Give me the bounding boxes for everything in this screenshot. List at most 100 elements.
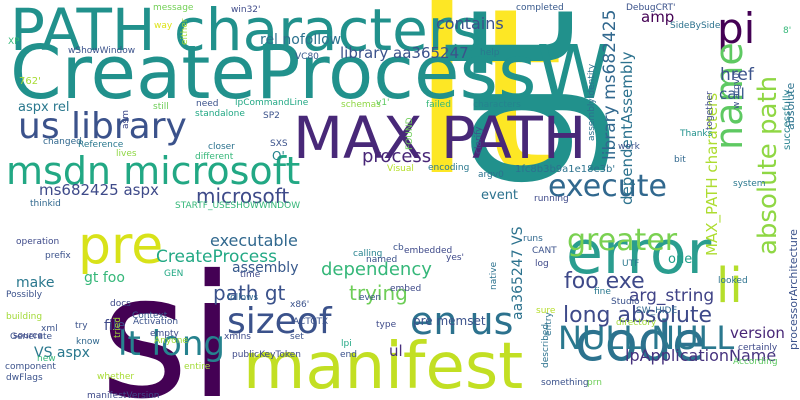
word-cloud-word: certainly <box>738 343 778 353</box>
word-cloud-word: SW_HIDE <box>636 306 677 316</box>
word-cloud-word: v1' <box>376 98 390 108</box>
word-cloud-word: running <box>534 194 569 204</box>
word-cloud-word: microsoft <box>196 184 289 208</box>
word-cloud-word: Possibly <box>6 290 43 300</box>
word-cloud-word: work <box>618 142 641 152</box>
word-cloud-word: amp <box>641 8 674 26</box>
word-cloud-word: log <box>535 259 549 269</box>
word-cloud-word: make <box>16 275 54 291</box>
word-cloud-word: absolute <box>784 82 797 130</box>
word-cloud-word: publicKeyToken <box>232 350 301 360</box>
word-cloud-word: fine <box>594 287 611 297</box>
word-cloud-word: end <box>340 350 357 360</box>
word-cloud-word: standalone <box>195 109 245 119</box>
word-cloud-word: asm <box>121 110 131 129</box>
word-cloud-word: call <box>719 85 745 103</box>
word-cloud-word: msdn microsoft <box>6 149 300 193</box>
word-cloud-word: version <box>730 324 785 342</box>
word-cloud-word: rel nofollow <box>260 32 341 48</box>
word-cloud-word: library aa365247 <box>340 44 469 62</box>
word-cloud-word: looked <box>718 276 748 286</box>
word-cloud-word: bit <box>674 155 686 165</box>
word-cloud-word: yes' <box>446 253 464 263</box>
word-cloud-word: PATH characters <box>10 0 482 64</box>
word-cloud-word: system <box>733 179 766 189</box>
word-cloud-word: SXS <box>270 139 288 149</box>
word-cloud-word: aspx rel <box>18 100 70 115</box>
word-cloud-word: gt <box>406 7 615 192</box>
word-cloud-word: Reference <box>78 140 124 150</box>
word-cloud-word: described <box>541 324 551 368</box>
word-cloud-word: Generate <box>10 332 52 342</box>
word-cloud-word: href <box>720 65 755 85</box>
word-cloud-word: CreateProcessW <box>10 30 610 116</box>
word-cloud-word: greater <box>567 223 678 258</box>
word-cloud-word: even <box>359 293 381 303</box>
word-cloud-word: know <box>76 337 100 347</box>
word-cloud-word: arg_string <box>629 286 714 306</box>
word-cloud-word: ms682425 aspx <box>39 181 159 199</box>
word-cloud-word: try <box>75 321 88 331</box>
word-cloud-word: follows <box>227 293 259 303</box>
word-cloud-word: CreateProcess <box>156 247 277 267</box>
word-cloud-word: successfully <box>782 89 793 150</box>
word-cloud-word: SideBySide <box>670 21 721 31</box>
word-cloud-word: Activation <box>133 317 178 327</box>
word-cloud-word: embed <box>390 284 421 294</box>
word-cloud-word: VC80 <box>295 52 319 62</box>
word-cloud-word: w argv0 <box>732 73 742 109</box>
word-cloud-word: clarify <box>474 126 484 154</box>
word-cloud-word: calling <box>353 249 382 259</box>
word-cloud-word: MAX PATH <box>293 104 586 172</box>
word-cloud-word: According <box>733 357 778 367</box>
word-cloud-word: help <box>480 48 500 58</box>
word-cloud-word: together <box>705 91 715 130</box>
word-cloud-word: lt long <box>118 324 225 364</box>
word-cloud-word: 1fc8b3b9a1e18e3b' <box>515 164 615 175</box>
word-cloud-word: absolute path <box>753 76 783 255</box>
word-cloud-word: 8' <box>783 26 791 36</box>
word-cloud-word: prefix <box>45 251 71 261</box>
word-cloud-word: contains <box>436 14 504 33</box>
word-cloud-word: code <box>575 310 705 373</box>
word-cloud-word: processorArchitecture <box>787 229 800 350</box>
word-cloud-word: sizeof <box>227 301 333 342</box>
word-cloud-word: NULL NULL <box>558 319 734 357</box>
word-cloud-word: win32' <box>231 5 261 15</box>
word-cloud-word: different <box>195 152 234 162</box>
word-cloud-word: named <box>366 255 397 265</box>
word-cloud-word: cb <box>393 243 404 253</box>
word-cloud-word: either <box>180 18 190 45</box>
word-cloud-word: pre <box>78 216 163 276</box>
word-cloud-word: STARTF_USESHOWWINDOW <box>175 201 300 211</box>
word-cloud-word: manifestVersion <box>87 391 160 400</box>
word-cloud-word: set <box>290 332 304 342</box>
word-cloud-word: assemblyIdentity <box>587 63 597 141</box>
word-cloud-word: way <box>154 21 173 31</box>
word-cloud-word: entire <box>184 362 211 372</box>
word-cloud-word: thinkid <box>30 199 61 209</box>
word-cloud-word: Anyone <box>154 336 188 346</box>
word-cloud-word: sure <box>536 306 556 316</box>
word-cloud-word: GEN <box>164 269 183 279</box>
word-cloud-word: one <box>668 252 692 267</box>
word-cloud-word: changed <box>43 137 82 147</box>
word-cloud-word: whether <box>97 372 134 382</box>
word-cloud-word: completed <box>516 3 564 13</box>
word-cloud-word: Studio <box>611 297 640 307</box>
word-cloud-word: error <box>566 218 712 288</box>
word-cloud-word: Visual <box>387 164 414 174</box>
word-cloud-word: pre memset <box>413 314 486 328</box>
word-cloud-word: 762' <box>19 76 41 87</box>
word-cloud-word: pi <box>717 4 755 53</box>
word-cloud-word: encoding <box>428 163 469 173</box>
word-cloud-word: en us <box>410 299 513 343</box>
word-cloud-word: empty <box>150 329 180 339</box>
word-cloud-word: message <box>153 3 194 13</box>
word-cloud-word: entry <box>544 312 554 336</box>
word-cloud-word: x86' <box>290 300 309 310</box>
word-cloud-word: VS aspx <box>34 345 90 361</box>
word-cloud-word: CANT <box>532 246 557 256</box>
word-cloud-word: XP <box>8 37 20 47</box>
